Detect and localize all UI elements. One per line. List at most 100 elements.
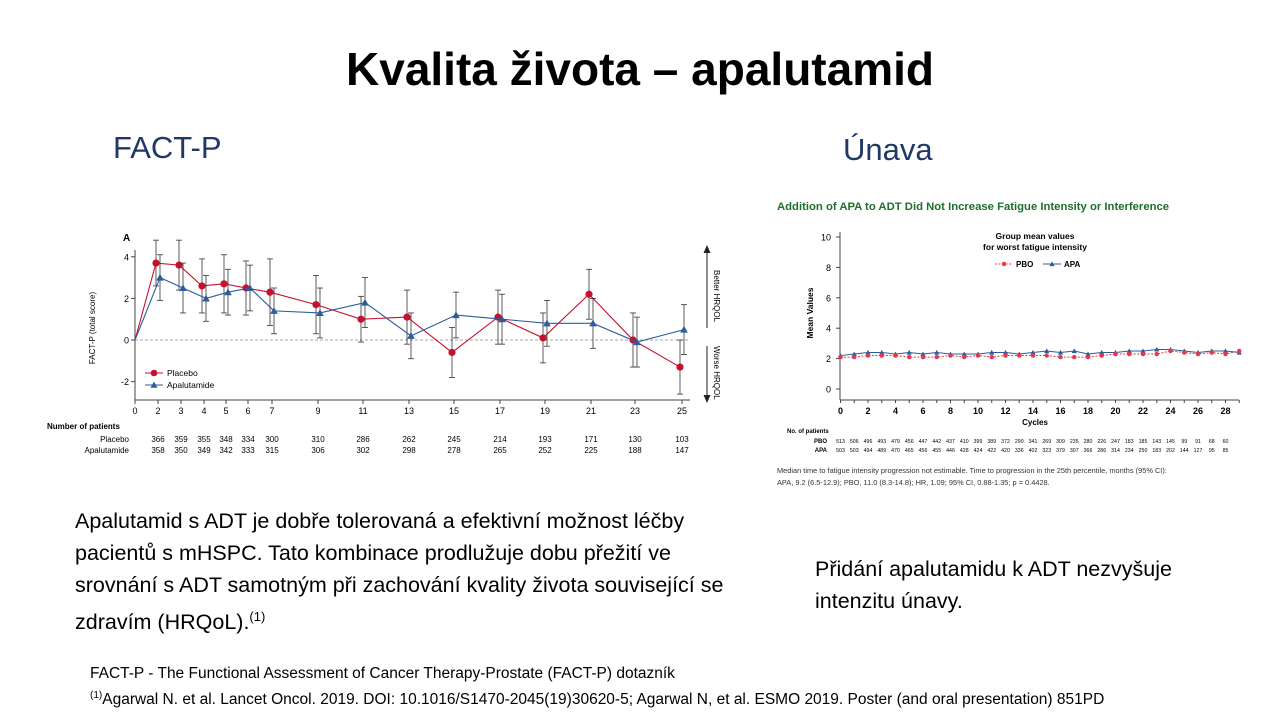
patients-count: 422 xyxy=(987,448,996,454)
patients-count: 456 xyxy=(919,448,928,454)
data-point-apa xyxy=(879,349,885,355)
data-point-pbo xyxy=(838,354,843,360)
patients-count: 334 xyxy=(241,435,255,444)
patients-count: 68 xyxy=(1209,439,1215,445)
patients-count: 95 xyxy=(1209,448,1215,454)
patients-count: 310 xyxy=(311,435,325,444)
x-tick-label: 4 xyxy=(201,406,206,416)
patients-count: 494 xyxy=(864,448,873,454)
x-tick-label: 18 xyxy=(1083,406,1093,416)
fatigue-note-line2: APA, 9.2 (6.5-12.9); PBO, 11.0 (8.3-14.8… xyxy=(777,478,1050,487)
patients-count: 226 xyxy=(1097,439,1106,445)
footnote-ref-text: Agarwal N. et al. Lancet Oncol. 2019. DO… xyxy=(102,691,1105,709)
patients-count: 349 xyxy=(197,446,211,455)
data-point-pbo xyxy=(989,354,994,360)
patients-count: 489 xyxy=(877,448,886,454)
data-point-apa xyxy=(1154,346,1160,352)
data-point-apalutamide xyxy=(202,294,210,302)
slide-title: Kvalita života – apalutamid xyxy=(346,43,934,95)
x-tick-label: 8 xyxy=(948,406,953,416)
patients-count: 91 xyxy=(1195,439,1201,445)
summary-text: Apalutamid s ADT je dobře tolerovaná a e… xyxy=(75,505,735,638)
data-point-apa xyxy=(906,349,912,355)
fatigue-note-line1: Median time to fatigue intensity progres… xyxy=(777,466,1167,475)
patients-count: 280 xyxy=(1084,439,1093,445)
data-point-placebo xyxy=(585,290,593,298)
patients-count: 309 xyxy=(1056,439,1065,445)
data-point-apa xyxy=(851,351,857,357)
data-point-placebo xyxy=(198,282,206,290)
data-point-apa xyxy=(961,351,967,357)
data-point-pbo xyxy=(1072,354,1077,360)
data-point-pbo xyxy=(1058,354,1063,360)
data-point-pbo xyxy=(962,354,967,360)
data-point-pbo xyxy=(975,353,981,358)
patients-count: 446 xyxy=(946,448,955,454)
x-tick-label: 2 xyxy=(155,406,160,416)
y-tick-label: 0 xyxy=(826,385,831,395)
patients-count: 355 xyxy=(197,435,211,444)
patients-count: 269 xyxy=(1042,439,1051,445)
patients-count: 379 xyxy=(1056,448,1065,454)
patients-count: 424 xyxy=(974,448,983,454)
data-point-apalutamide xyxy=(179,284,187,292)
footnote-reference: (1)Agarwal N. et al. Lancet Oncol. 2019.… xyxy=(90,690,1104,709)
data-point-placebo xyxy=(266,288,274,296)
data-point-apalutamide xyxy=(361,298,369,306)
data-point-apa xyxy=(1057,349,1064,355)
data-point-placebo xyxy=(357,315,365,323)
patients-row-label: PBO xyxy=(814,439,827,445)
data-point-apa xyxy=(1085,351,1091,357)
x-tick-label: 15 xyxy=(449,406,459,416)
patients-count: 234 xyxy=(1125,448,1134,454)
legend-marker-apa xyxy=(1049,261,1055,267)
data-point-pbo xyxy=(1113,351,1118,357)
data-point-apa xyxy=(1030,349,1036,355)
data-point-pbo xyxy=(1003,353,1008,358)
series-line-apalutamide xyxy=(134,276,685,343)
better-arrow-head xyxy=(703,245,711,253)
patients-count: 193 xyxy=(538,435,552,444)
data-point-apa xyxy=(989,349,995,355)
series-line-apa xyxy=(840,348,1240,357)
data-point-apalutamide xyxy=(543,319,551,327)
patients-count: 342 xyxy=(219,446,233,455)
patients-count: 399 xyxy=(974,439,983,445)
patients-count: 183 xyxy=(1152,448,1161,454)
data-point-pbo xyxy=(948,353,953,358)
x-tick-label: 10 xyxy=(973,406,983,416)
x-tick-label: 13 xyxy=(404,406,414,416)
patients-count: 314 xyxy=(1111,448,1120,454)
x-tick-label: 4 xyxy=(893,406,898,416)
y-tick-label: 2 xyxy=(826,354,831,364)
legend-label-pbo: PBO xyxy=(1016,260,1033,269)
data-point-apalutamide xyxy=(156,273,164,281)
patients-count: 447 xyxy=(919,439,928,445)
data-point-placebo xyxy=(175,261,183,269)
y-tick-label: 2 xyxy=(124,294,129,304)
x-tick-label: 0 xyxy=(132,406,137,416)
patients-count: 456 xyxy=(905,439,914,445)
x-axis-label: Cycles xyxy=(1022,418,1048,427)
patients-count: 359 xyxy=(174,435,188,444)
patients-count: 437 xyxy=(946,439,955,445)
patients-count: 442 xyxy=(932,439,941,445)
y-tick-label: -2 xyxy=(121,377,129,387)
data-point-apalutamide xyxy=(589,319,597,327)
patients-count: 306 xyxy=(311,446,325,455)
data-point-apalutamide xyxy=(316,309,324,316)
data-point-placebo xyxy=(448,348,456,357)
panel-label: A xyxy=(123,233,130,244)
patients-count: 465 xyxy=(905,448,914,454)
better-hrqol-label: Better HRQOL xyxy=(712,270,721,323)
data-point-pbo xyxy=(1127,351,1132,357)
data-point-placebo xyxy=(403,313,411,321)
data-point-apa xyxy=(934,349,940,355)
patients-count: 503 xyxy=(836,448,845,454)
patients-count: 307 xyxy=(1070,448,1079,454)
fatigue-heading: Únava xyxy=(843,132,933,167)
data-point-apalutamide xyxy=(680,325,688,333)
patients-count: 372 xyxy=(1001,439,1010,445)
x-tick-label: 17 xyxy=(495,406,505,416)
patients-count: 389 xyxy=(987,439,996,445)
